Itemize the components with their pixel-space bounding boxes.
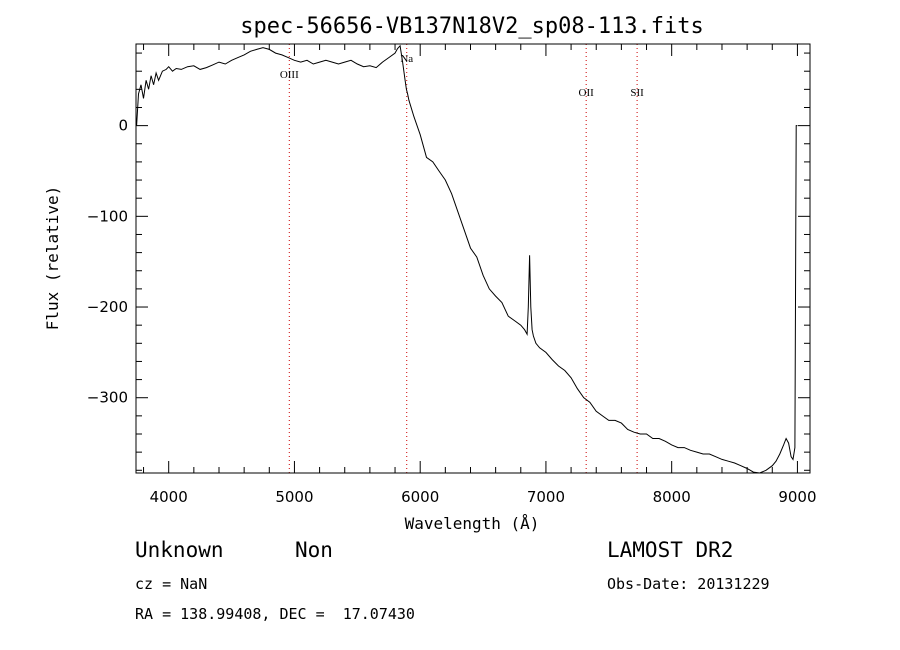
survey-name: LAMOST DR2 <box>607 538 734 562</box>
plot-frame <box>135 43 811 474</box>
y-tick-label: −200 <box>87 298 128 316</box>
x-tick-label: 6000 <box>401 488 439 506</box>
y-tick-label: 0 <box>118 117 128 135</box>
object-subclass: Non <box>295 538 333 562</box>
spectral-line-label-oiii: OIII <box>280 69 299 81</box>
axis-ticks: 4000 5000 6000 7000 8000 9000 0 −100 −200 −300 <box>87 44 817 506</box>
coordinates: RA = 138.99408, DEC = 17.07430 <box>135 605 415 623</box>
y-axis-label: Flux (relative) <box>43 186 62 331</box>
x-tick-label: 7000 <box>527 488 565 506</box>
observation-date: Obs-Date: 20131229 <box>607 575 770 593</box>
spectral-line-markers: OIII Na OII SII <box>280 44 644 473</box>
y-tick-label: −300 <box>87 389 128 407</box>
redshift-cz: cz = NaN <box>135 575 208 593</box>
object-class: Unknown <box>135 538 224 562</box>
y-tick-label: −100 <box>87 207 128 225</box>
x-tick-label: 4000 <box>150 488 188 506</box>
x-tick-label: 9000 <box>778 488 816 506</box>
chart-title: spec-56656-VB137N18V2_sp08-113.fits <box>240 14 704 39</box>
spectral-line-label-na: Na <box>400 53 413 65</box>
spectral-line-label-sii: SII <box>630 87 644 99</box>
spectrum-series-line <box>136 44 798 474</box>
x-tick-label: 8000 <box>653 488 691 506</box>
x-axis-label: Wavelength (Å) <box>405 514 540 533</box>
spectral-line-label-oii: OII <box>579 87 595 99</box>
x-tick-label: 5000 <box>275 488 313 506</box>
